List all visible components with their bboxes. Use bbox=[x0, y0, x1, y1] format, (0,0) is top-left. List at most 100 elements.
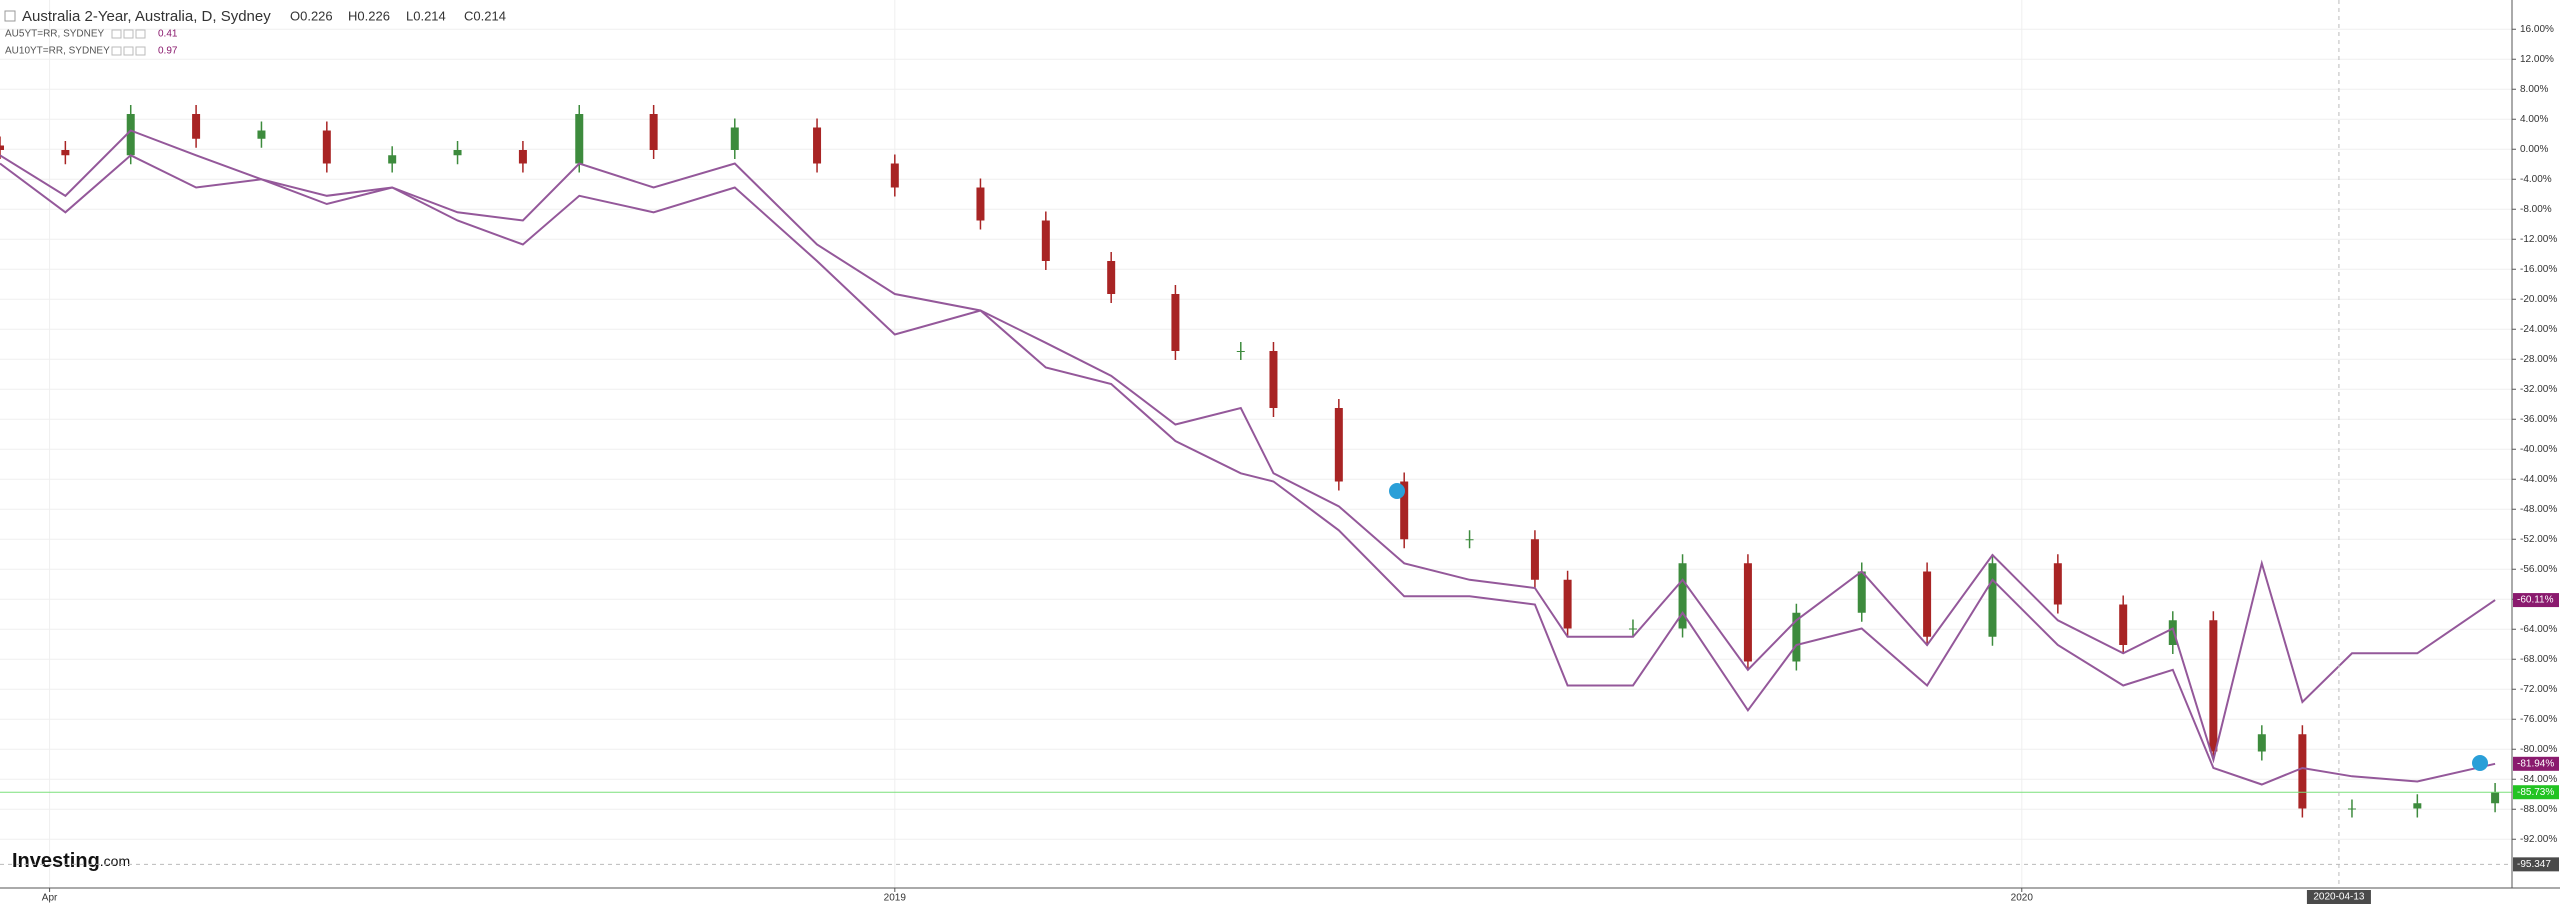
candle-body bbox=[1236, 351, 1245, 352]
legend: Australia 2-Year, Australia, D, Sydney O… bbox=[4, 8, 506, 57]
price-tag-label: -81.94% bbox=[2517, 758, 2554, 769]
legend-value: 0.41 bbox=[158, 29, 178, 40]
candle-body bbox=[388, 155, 397, 164]
y-tick-label: -92.00% bbox=[2520, 834, 2557, 845]
brand-main: Investing bbox=[12, 850, 100, 872]
candle-body bbox=[126, 114, 135, 156]
x-tick-label: 2020 bbox=[2011, 893, 2034, 904]
candle-body bbox=[1465, 539, 1474, 541]
event-marker[interactable] bbox=[2472, 755, 2488, 771]
y-tick-label: -48.00% bbox=[2520, 504, 2557, 515]
y-tick-label: -12.00% bbox=[2520, 234, 2557, 245]
line-series bbox=[0, 154, 2496, 786]
candle-body bbox=[1107, 261, 1116, 294]
candle-body bbox=[1563, 579, 1572, 629]
candle-body bbox=[1334, 408, 1343, 482]
candle-body bbox=[2347, 808, 2356, 810]
x-tick-label: Apr bbox=[42, 893, 58, 904]
y-tick-label: -64.00% bbox=[2520, 624, 2557, 635]
y-tick-label: -20.00% bbox=[2520, 294, 2557, 305]
price-tag bbox=[2513, 756, 2559, 771]
candle-body bbox=[1923, 571, 1932, 637]
y-tick-label: -16.00% bbox=[2520, 264, 2557, 275]
candle-body bbox=[2413, 803, 2422, 809]
y-tick-label: -72.00% bbox=[2520, 684, 2557, 695]
ohlc-value: O0.226 bbox=[290, 8, 333, 23]
y-tick-label: 0.00% bbox=[2520, 144, 2548, 155]
event-marker[interactable] bbox=[1389, 483, 1405, 499]
ohlc-value: L0.214 bbox=[406, 8, 446, 23]
candle-body bbox=[453, 150, 462, 156]
y-tick-label: -80.00% bbox=[2520, 744, 2557, 755]
y-tick-label: -76.00% bbox=[2520, 714, 2557, 725]
x-tick-label: 2019 bbox=[884, 893, 907, 904]
grid bbox=[0, 0, 2512, 888]
price-tag bbox=[2513, 785, 2559, 800]
y-tick-label: -36.00% bbox=[2520, 414, 2557, 425]
y-tick-label: 12.00% bbox=[2520, 54, 2554, 65]
legend-icon[interactable] bbox=[135, 46, 146, 56]
y-tick-label: -44.00% bbox=[2520, 474, 2557, 485]
ohlc-value: H0.226 bbox=[348, 8, 390, 23]
candle-body bbox=[0, 145, 4, 150]
candle-body bbox=[730, 127, 739, 150]
legend-icon[interactable] bbox=[111, 46, 122, 56]
candle-body bbox=[1530, 539, 1539, 580]
legend-icon[interactable] bbox=[123, 29, 134, 39]
y-tick-label: -56.00% bbox=[2520, 564, 2557, 575]
candle-body bbox=[1171, 294, 1180, 351]
legend-icon[interactable] bbox=[135, 29, 146, 39]
candle-body bbox=[518, 150, 527, 164]
candle-body bbox=[2298, 734, 2307, 809]
y-tick-label: 4.00% bbox=[2520, 114, 2548, 125]
plot bbox=[0, 105, 2512, 818]
candle-body bbox=[575, 114, 584, 164]
line-series bbox=[0, 129, 2496, 764]
candle-body bbox=[322, 130, 331, 164]
legend-icon[interactable] bbox=[111, 29, 122, 39]
price-tag-label: -85.73% bbox=[2517, 787, 2554, 798]
price-tag-label: -60.11% bbox=[2517, 595, 2554, 606]
price-tag bbox=[2513, 593, 2559, 608]
crosshair-x-label: 2020-04-13 bbox=[2313, 892, 2365, 903]
y-tick-label: 16.00% bbox=[2520, 24, 2554, 35]
y-tick-label: -28.00% bbox=[2520, 354, 2557, 365]
candle-body bbox=[649, 114, 658, 150]
candle-body bbox=[1792, 612, 1801, 662]
crosshair-y-tag bbox=[2513, 857, 2559, 872]
candle-body bbox=[1041, 220, 1050, 261]
y-tick-label: -24.00% bbox=[2520, 324, 2557, 335]
candle-body bbox=[813, 127, 822, 164]
candle-body bbox=[61, 150, 70, 156]
legend-name: AU10YT=RR, SYDNEY bbox=[5, 46, 110, 57]
crosshair-y-label: -95.347 bbox=[2517, 859, 2551, 870]
candle-body bbox=[1988, 563, 1997, 637]
candle-body bbox=[2257, 734, 2266, 752]
candle-body bbox=[1678, 563, 1687, 629]
legend-name: AU5YT=RR, SYDNEY bbox=[5, 29, 105, 40]
candle-body bbox=[1743, 563, 1752, 662]
y-tick-label: -68.00% bbox=[2520, 654, 2557, 665]
candle-body bbox=[2119, 604, 2128, 645]
legend-icon[interactable] bbox=[123, 46, 134, 56]
candle-body bbox=[1628, 628, 1637, 630]
ohlc-value: C0.214 bbox=[464, 8, 506, 23]
y-tick-label: -32.00% bbox=[2520, 384, 2557, 395]
crosshair-x-tag bbox=[2306, 890, 2371, 904]
y-tick-label: -84.00% bbox=[2520, 774, 2557, 785]
candle-body bbox=[2491, 792, 2500, 804]
candle-body bbox=[2209, 620, 2218, 752]
candle-body bbox=[192, 114, 201, 139]
collapse-icon[interactable] bbox=[4, 10, 16, 22]
candle-body bbox=[890, 163, 899, 188]
candle-body bbox=[1269, 351, 1278, 408]
candle-body bbox=[976, 187, 985, 221]
candle-body bbox=[2053, 563, 2062, 605]
chart-title: Australia 2-Year, Australia, D, Sydney bbox=[22, 8, 271, 25]
brand-suffix: .com bbox=[100, 853, 130, 869]
y-tick-label: 8.00% bbox=[2520, 84, 2548, 95]
